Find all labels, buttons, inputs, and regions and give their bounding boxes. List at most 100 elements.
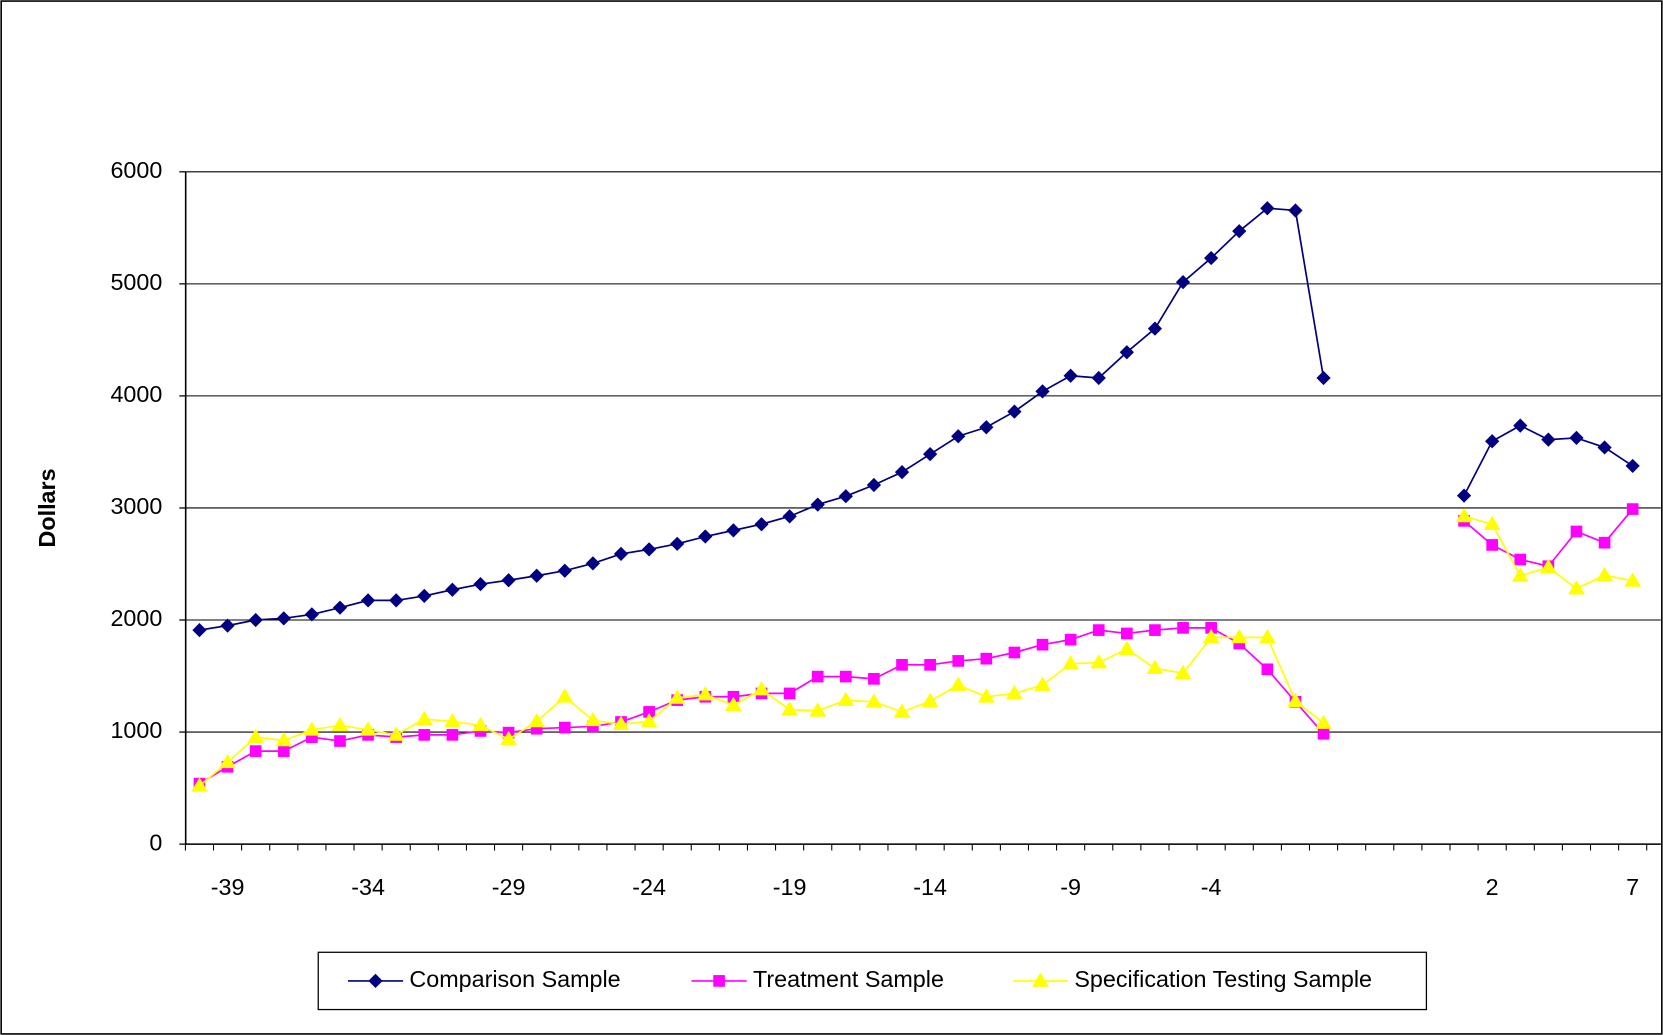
point-marker [641, 542, 657, 557]
x-tick-label: -14 [913, 874, 947, 900]
point-marker [1036, 638, 1049, 651]
point-marker [585, 556, 601, 571]
point-marker [811, 670, 824, 683]
point-marker [1596, 566, 1613, 582]
point-marker [668, 689, 686, 704]
point-marker [696, 686, 714, 701]
point-marker [304, 607, 319, 622]
point-marker [334, 735, 346, 747]
point-marker [1232, 224, 1247, 239]
point-marker [837, 691, 855, 706]
point-marker [725, 696, 742, 712]
point-marker [1149, 624, 1161, 636]
point-marker [387, 726, 405, 741]
point-marker [1568, 580, 1585, 595]
x-tick-label: -19 [773, 874, 807, 900]
point-marker [418, 729, 431, 741]
point-marker [1624, 572, 1642, 587]
point-marker [192, 622, 207, 638]
point-marker [1315, 714, 1332, 729]
point-marker [1091, 370, 1106, 386]
point-marker [921, 692, 939, 708]
legend-marker [713, 975, 725, 987]
point-marker [1147, 321, 1163, 336]
point-marker [1174, 664, 1192, 680]
y-tick-label: 3000 [110, 493, 162, 519]
point-marker [1204, 250, 1219, 266]
point-marker [951, 429, 966, 444]
point-marker [1317, 727, 1330, 740]
point-marker [1035, 384, 1050, 399]
point-marker [1570, 525, 1583, 538]
y-tick-label: 1000 [110, 717, 162, 743]
point-marker [584, 711, 602, 727]
point-marker [1455, 507, 1473, 523]
x-tick-label: -4 [1201, 874, 1222, 900]
point-marker [1121, 627, 1133, 640]
x-tick-label: -34 [351, 874, 385, 900]
point-marker [809, 702, 827, 717]
legend-label: Specification Testing Sample [1074, 966, 1372, 992]
point-marker [1175, 275, 1191, 290]
point-marker [501, 573, 516, 588]
point-marker [613, 546, 629, 562]
point-marker [446, 729, 459, 741]
point-marker [781, 701, 798, 716]
point-marker [1260, 201, 1275, 216]
point-marker [1288, 203, 1303, 218]
point-marker [1261, 663, 1274, 676]
point-marker [248, 612, 263, 628]
point-marker [1626, 503, 1639, 515]
point-marker [1483, 515, 1501, 531]
point-marker [1063, 368, 1078, 383]
point-marker [894, 464, 910, 480]
point-marker [865, 693, 883, 708]
point-marker [782, 509, 797, 524]
point-marker [1625, 458, 1640, 474]
point-marker [1008, 646, 1021, 659]
point-marker [866, 477, 882, 493]
point-marker [191, 777, 208, 792]
point-marker [529, 568, 544, 583]
point-marker [360, 593, 376, 608]
point-marker [893, 703, 911, 718]
point-marker [445, 582, 460, 597]
point-marker [1007, 404, 1022, 419]
point-marker [640, 712, 658, 728]
point-marker [1513, 418, 1528, 433]
y-tick-label: 4000 [110, 381, 162, 407]
point-marker [1202, 628, 1220, 644]
point-marker [556, 688, 574, 703]
point-marker [219, 753, 236, 769]
point-marker [1541, 432, 1556, 447]
point-marker [1177, 622, 1189, 634]
point-marker [783, 687, 796, 700]
point-marker [1092, 624, 1105, 636]
point-marker [979, 420, 994, 435]
point-marker [1316, 370, 1331, 386]
point-marker [923, 447, 938, 462]
legend-marker [368, 973, 383, 989]
point-marker [1540, 558, 1557, 574]
point-marker [1511, 567, 1529, 582]
point-marker [896, 658, 908, 671]
point-marker [303, 721, 321, 736]
point-marker [670, 536, 685, 551]
point-marker [1006, 684, 1023, 700]
point-marker [277, 745, 290, 757]
legend-label: Treatment Sample [753, 966, 944, 992]
point-marker [839, 670, 852, 683]
point-marker [754, 517, 769, 532]
point-marker [698, 529, 713, 544]
point-marker [1486, 539, 1498, 551]
x-tick-label: 7 [1626, 874, 1639, 900]
point-marker [557, 563, 572, 578]
point-marker [472, 716, 489, 732]
point-marker [1456, 488, 1472, 503]
x-tick-label: -29 [492, 874, 526, 900]
point-marker [247, 728, 265, 743]
point-marker [1598, 536, 1611, 549]
point-marker [249, 745, 262, 757]
legend-box [317, 951, 1428, 1011]
